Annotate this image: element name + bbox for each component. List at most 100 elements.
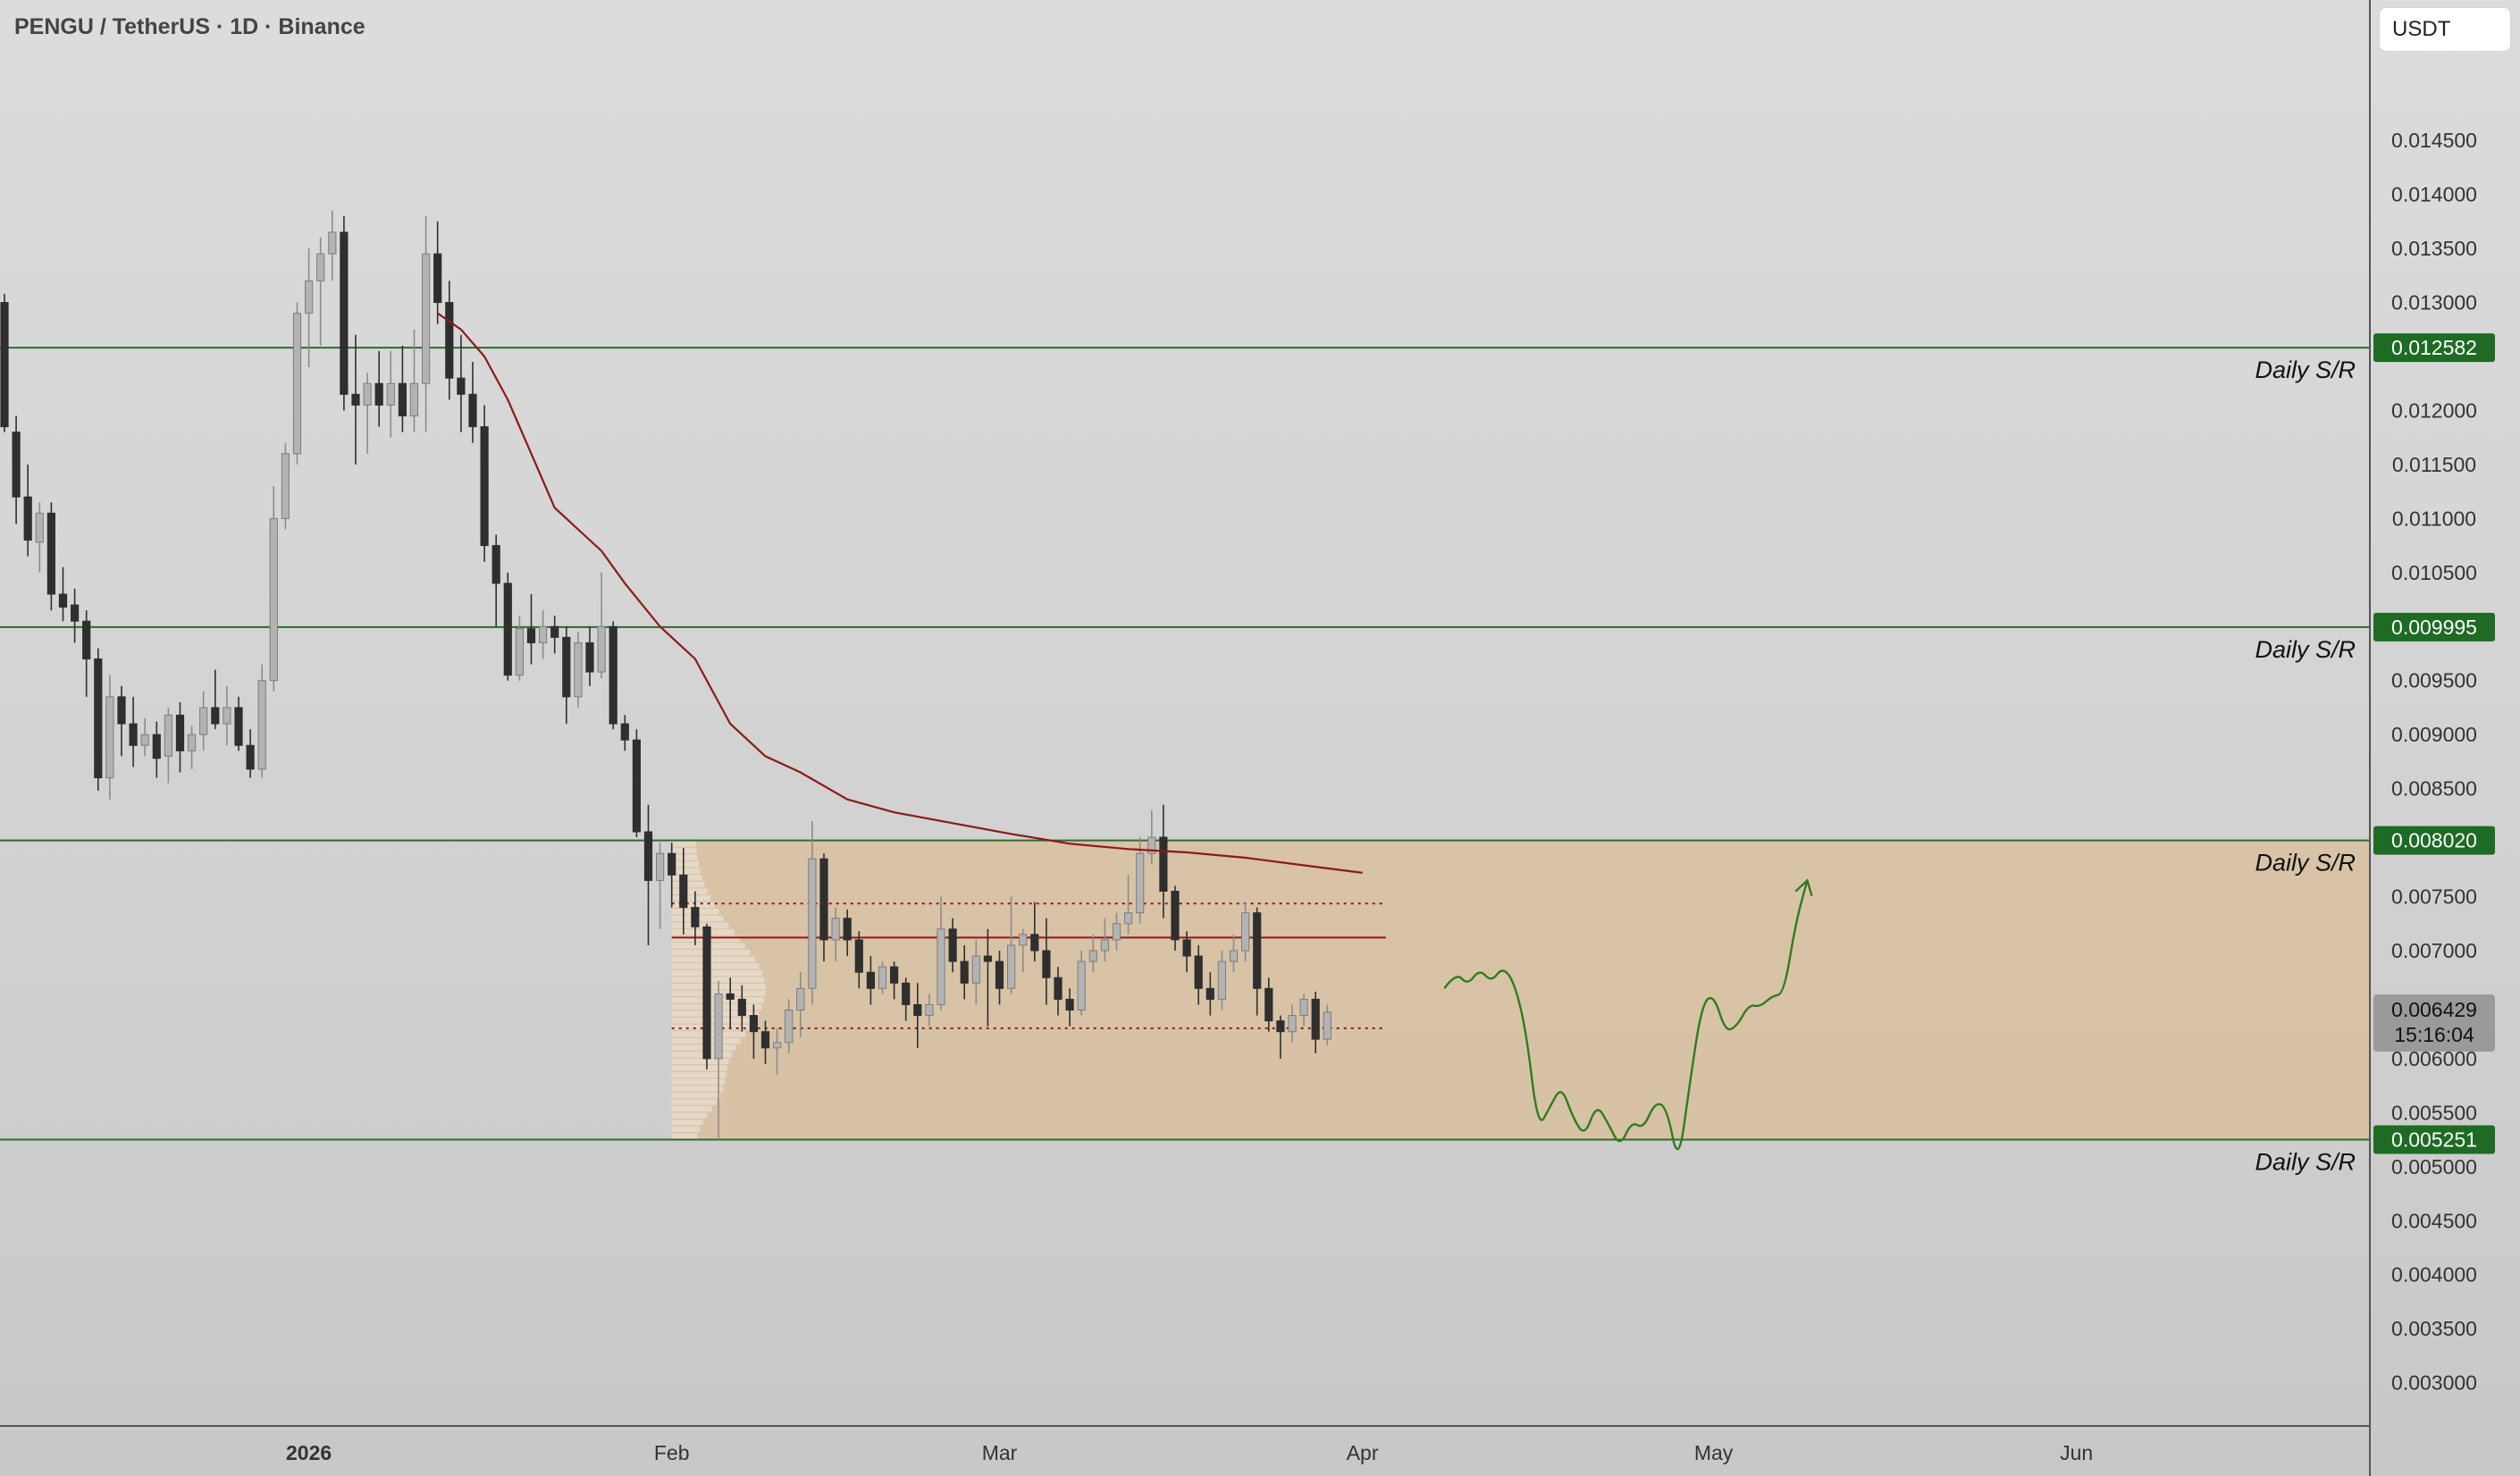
candle[interactable] <box>1007 896 1016 994</box>
candle[interactable] <box>305 248 314 368</box>
candle[interactable] <box>46 502 55 611</box>
candle[interactable] <box>199 691 208 751</box>
candle[interactable] <box>1042 918 1051 1005</box>
candle[interactable] <box>0 293 9 432</box>
candle[interactable] <box>445 281 454 400</box>
price-axis[interactable]: 0.003000 0.003500 0.004000 0.004500 0.005000… <box>2369 0 2495 1476</box>
candle[interactable] <box>1276 1015 1285 1059</box>
candle[interactable] <box>785 999 794 1053</box>
candle[interactable] <box>656 843 665 929</box>
candle[interactable] <box>1299 994 1308 1027</box>
candle[interactable] <box>890 961 899 1000</box>
candle[interactable] <box>1253 907 1262 1016</box>
candle[interactable] <box>491 534 500 627</box>
projection-path[interactable] <box>1443 880 1809 1151</box>
candle[interactable] <box>129 696 138 767</box>
candle[interactable] <box>714 980 723 1140</box>
candle[interactable] <box>12 415 21 524</box>
candle[interactable] <box>398 345 407 432</box>
candle[interactable] <box>58 566 68 622</box>
candle[interactable] <box>539 610 548 659</box>
candle[interactable] <box>328 210 337 281</box>
candle[interactable] <box>913 983 922 1048</box>
time-axis[interactable]: 2026 Feb Mar Apr May Jun <box>0 1425 2370 1464</box>
candle[interactable] <box>749 1004 758 1059</box>
candle[interactable] <box>1205 972 1214 1016</box>
currency-selector[interactable]: USDT <box>2379 7 2511 52</box>
candle[interactable] <box>363 373 372 454</box>
candle[interactable] <box>983 928 993 1027</box>
candle[interactable] <box>726 977 735 1029</box>
candle[interactable] <box>1147 809 1156 865</box>
candle[interactable] <box>1241 902 1250 962</box>
candle[interactable] <box>152 721 161 778</box>
candle[interactable] <box>1030 902 1039 962</box>
candle[interactable] <box>550 616 559 654</box>
candle[interactable] <box>164 707 173 784</box>
candle[interactable] <box>866 956 875 1005</box>
candle[interactable] <box>1288 1004 1297 1043</box>
candle[interactable] <box>1088 934 1097 973</box>
candle[interactable] <box>948 918 957 973</box>
candle[interactable] <box>737 985 746 1032</box>
candle[interactable] <box>480 405 489 562</box>
candle[interactable] <box>843 910 852 957</box>
candle[interactable] <box>292 302 302 465</box>
candle[interactable] <box>71 588 80 643</box>
candle[interactable] <box>1323 1004 1331 1046</box>
candle[interactable] <box>386 350 395 438</box>
candle[interactable] <box>117 685 126 757</box>
candle[interactable] <box>223 685 231 746</box>
candle[interactable] <box>1217 951 1227 1011</box>
candle[interactable] <box>374 350 383 427</box>
candle[interactable] <box>23 464 32 557</box>
candle[interactable] <box>643 804 653 945</box>
candle[interactable] <box>854 931 863 989</box>
candle[interactable] <box>995 951 1004 1005</box>
candle[interactable] <box>679 848 688 935</box>
candle[interactable] <box>351 334 360 465</box>
candle[interactable] <box>175 701 185 773</box>
candle[interactable] <box>316 238 325 346</box>
candle[interactable] <box>468 362 477 443</box>
candle[interactable] <box>1264 977 1273 1032</box>
candle[interactable] <box>702 923 711 1069</box>
candle[interactable] <box>937 896 945 1011</box>
candle[interactable] <box>620 715 629 751</box>
candle[interactable] <box>140 718 149 757</box>
candle[interactable] <box>515 616 524 681</box>
candle[interactable] <box>246 729 255 778</box>
candle[interactable] <box>409 329 419 432</box>
candle[interactable] <box>234 696 243 751</box>
candle[interactable] <box>94 648 103 792</box>
candle[interactable] <box>1136 837 1145 924</box>
candle[interactable] <box>1019 928 1028 973</box>
candle[interactable] <box>1065 988 1074 1027</box>
candle[interactable] <box>691 891 700 945</box>
candle[interactable] <box>1229 934 1239 973</box>
candle[interactable] <box>632 729 641 838</box>
candle[interactable] <box>526 594 536 665</box>
candle[interactable] <box>1171 885 1180 951</box>
candle[interactable] <box>422 215 431 432</box>
candle[interactable] <box>960 944 969 1000</box>
candle[interactable] <box>503 572 512 681</box>
candle[interactable] <box>1311 991 1320 1053</box>
candle[interactable] <box>796 972 805 1037</box>
candle[interactable] <box>105 675 114 800</box>
candle[interactable] <box>257 664 266 778</box>
candle[interactable] <box>760 1020 770 1064</box>
candle[interactable] <box>1100 918 1110 962</box>
candle[interactable] <box>971 939 980 1005</box>
candle[interactable] <box>1077 951 1086 1016</box>
candle[interactable] <box>878 961 887 994</box>
candle[interactable] <box>1159 804 1168 918</box>
candle[interactable] <box>269 486 278 692</box>
candle[interactable] <box>1194 944 1203 1005</box>
candle[interactable] <box>609 621 617 730</box>
candle[interactable] <box>585 626 594 686</box>
candle[interactable] <box>82 610 91 697</box>
candle[interactable] <box>1124 875 1133 935</box>
candle[interactable] <box>1112 912 1121 951</box>
